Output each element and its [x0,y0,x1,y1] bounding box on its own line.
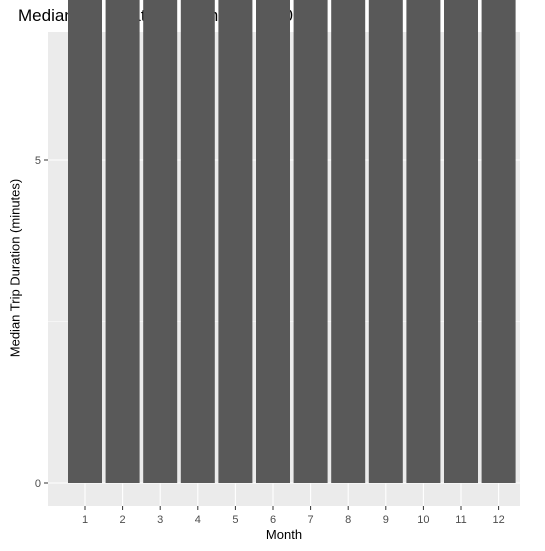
bar-month-1 [68,0,102,484]
x-tick-label: 1 [82,514,88,526]
bar-month-8 [331,0,366,483]
bar-month-4 [180,0,215,483]
bar-month-3 [143,0,178,484]
x-tick-label: 6 [270,514,276,526]
y-tick-label: 5 [35,155,41,167]
x-tick-label: 9 [383,514,389,526]
y-axis-label: Median Trip Duration (minutes) [7,178,23,358]
bar-month-5 [218,0,253,483]
bar-month-7 [293,0,328,483]
bar-month-10 [406,0,441,484]
x-tick-label: 5 [232,514,238,526]
x-tick-label: 4 [195,514,201,526]
y-tick-label: 0 [35,478,41,490]
x-tick-label: 7 [308,514,314,526]
bar-month-9 [368,0,403,484]
x-tick-label: 8 [345,514,351,526]
x-tick-label: 12 [492,514,504,526]
x-tick-label: 11 [455,514,466,526]
bar-month-11 [444,0,478,483]
bar-month-12 [481,0,516,483]
bar-month-6 [256,0,290,483]
bar-month-2 [105,0,140,483]
x-tick-label: 10 [417,514,429,526]
x-tick-label: 3 [157,514,163,526]
x-axis-label: Month [265,527,303,542]
x-tick-label: 2 [120,514,126,526]
